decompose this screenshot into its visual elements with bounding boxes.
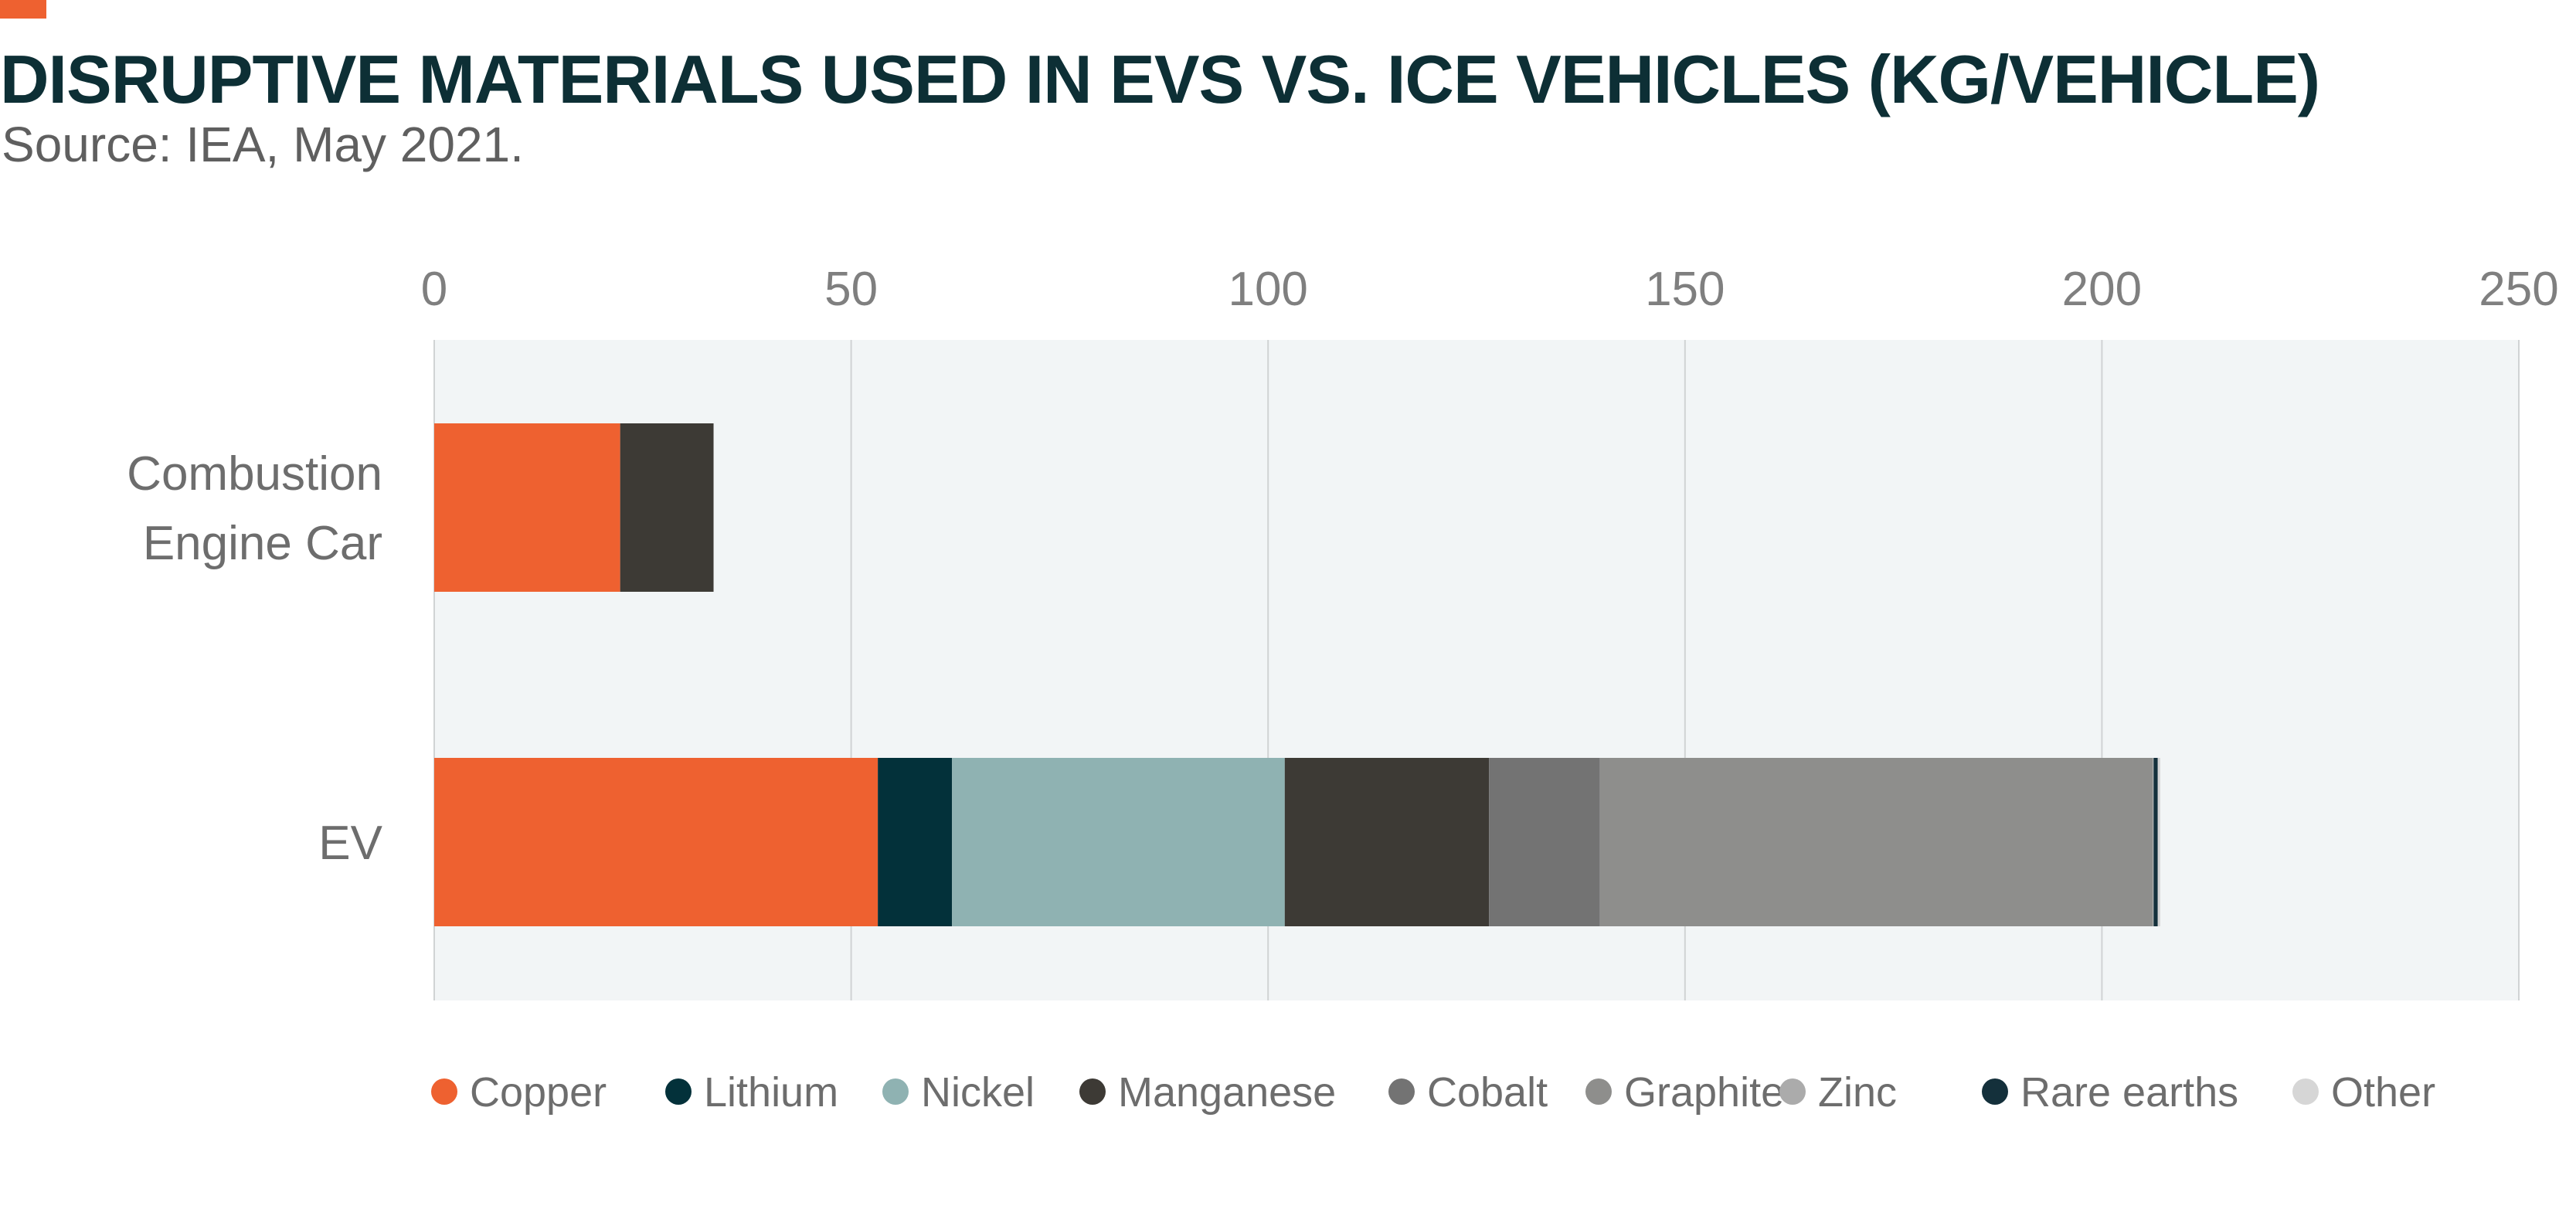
- legend-label: Graphite: [1624, 1069, 1784, 1116]
- x-tick-label: 100: [1228, 263, 1307, 316]
- legend-swatch: [1585, 1078, 1612, 1105]
- legend-swatch: [882, 1078, 909, 1105]
- legend-label: Other: [2331, 1069, 2435, 1116]
- legend-label: Rare earths: [2020, 1069, 2238, 1116]
- legend-label: Lithium: [704, 1069, 838, 1116]
- legend-swatch: [1388, 1078, 1415, 1105]
- chart-title: DISRUPTIVE MATERIALS USED IN EVS VS. ICE…: [0, 41, 2320, 117]
- legend-swatch: [1079, 1078, 1106, 1105]
- legend-swatch: [2292, 1078, 2319, 1105]
- legend-label: Nickel: [921, 1069, 1035, 1116]
- bar-segment-copper: [434, 758, 878, 926]
- category-label: EV: [318, 817, 382, 870]
- bar-segment-copper: [434, 423, 620, 592]
- legend-swatch: [665, 1078, 692, 1105]
- bar-segment-manganese: [1284, 758, 1490, 926]
- bar-segment-rare-earths: [2153, 758, 2158, 926]
- x-tick-label: 200: [2062, 263, 2142, 316]
- legend-swatch: [431, 1078, 457, 1105]
- legend-label: Zinc: [1818, 1069, 1897, 1116]
- x-tick-label: 250: [2479, 263, 2558, 316]
- bar-segment-cobalt: [1489, 758, 1600, 926]
- accent-bar: [0, 0, 46, 19]
- bar-segment-manganese: [620, 423, 714, 592]
- x-tick-label: 50: [824, 263, 878, 316]
- bar-segment-lithium: [878, 758, 953, 926]
- bar-segment-nickel: [952, 758, 1285, 926]
- x-tick-label: 0: [421, 263, 447, 316]
- x-tick-label: 150: [1645, 263, 1725, 316]
- legend-label: Copper: [470, 1069, 607, 1116]
- category-label: Engine Car: [143, 517, 382, 570]
- legend-swatch: [1779, 1078, 1806, 1105]
- category-label: Combustion: [127, 447, 382, 501]
- legend-label: Cobalt: [1427, 1069, 1548, 1116]
- bar-segment-graphite: [1599, 758, 2153, 926]
- chart-subtitle: Source: IEA, May 2021.: [2, 117, 524, 172]
- legend-label: Manganese: [1118, 1069, 1336, 1116]
- bar-segment-other: [2157, 758, 2160, 926]
- legend-swatch: [1982, 1078, 2008, 1105]
